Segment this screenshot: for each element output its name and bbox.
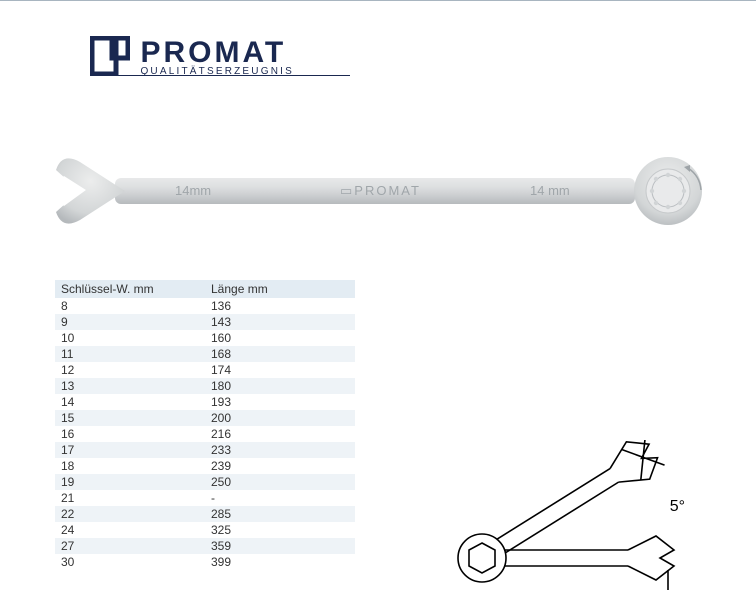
wrench-size-left: 14mm: [175, 183, 211, 198]
cell-length: 233: [205, 442, 355, 458]
table-row: 16216: [55, 426, 355, 442]
table-row: 24325: [55, 522, 355, 538]
cell-key: 12: [55, 362, 205, 378]
table-row: 27359: [55, 538, 355, 554]
cell-length: 136: [205, 298, 355, 314]
cell-length: 160: [205, 330, 355, 346]
brand-name: PROMAT: [140, 40, 294, 66]
top-border: [0, 0, 756, 1]
cell-length: 216: [205, 426, 355, 442]
cell-length: 143: [205, 314, 355, 330]
cell-key: 14: [55, 394, 205, 410]
table-row: 17233: [55, 442, 355, 458]
cell-key: 8: [55, 298, 205, 314]
cell-length: 399: [205, 554, 355, 570]
spec-table: Schlüssel-W. mm Länge mm 813691431016011…: [55, 280, 355, 570]
cell-key: 9: [55, 314, 205, 330]
angle-label: 5°: [670, 498, 685, 516]
cell-key: 11: [55, 346, 205, 362]
table-row: 30399: [55, 554, 355, 570]
wrench-size-right: 14 mm: [530, 183, 570, 198]
cell-key: 21: [55, 490, 205, 506]
cell-key: 15: [55, 410, 205, 426]
cell-length: -: [205, 490, 355, 506]
cell-length: 250: [205, 474, 355, 490]
cell-length: 239: [205, 458, 355, 474]
cell-key: 10: [55, 330, 205, 346]
wrench-brand-label: ▭PROMAT: [340, 183, 421, 198]
cell-length: 325: [205, 522, 355, 538]
table-row: 18239: [55, 458, 355, 474]
cell-key: 30: [55, 554, 205, 570]
table-row: 14193: [55, 394, 355, 410]
col-header-length: Länge mm: [205, 280, 355, 298]
table-row: 21-: [55, 490, 355, 506]
cell-key: 19: [55, 474, 205, 490]
cell-length: 359: [205, 538, 355, 554]
logo-underline: [90, 75, 350, 76]
table-row: 8136: [55, 298, 355, 314]
table-row: 11168: [55, 346, 355, 362]
cell-length: 200: [205, 410, 355, 426]
cell-key: 22: [55, 506, 205, 522]
table-header-row: Schlüssel-W. mm Länge mm: [55, 280, 355, 298]
cell-key: 16: [55, 426, 205, 442]
cell-length: 180: [205, 378, 355, 394]
cell-key: 27: [55, 538, 205, 554]
table-row: 12174: [55, 362, 355, 378]
table-row: 10160: [55, 330, 355, 346]
cell-key: 18: [55, 458, 205, 474]
cell-key: 17: [55, 442, 205, 458]
product-image: 14mm ▭PROMAT 14 mm: [40, 150, 720, 230]
table-row: 19250: [55, 474, 355, 490]
cell-length: 168: [205, 346, 355, 362]
table-row: 22285: [55, 506, 355, 522]
table-row: 9143: [55, 314, 355, 330]
angle-diagram: 5°: [440, 440, 710, 600]
cell-length: 174: [205, 362, 355, 378]
cell-key: 24: [55, 522, 205, 538]
cell-length: 285: [205, 506, 355, 522]
table-row: 15200: [55, 410, 355, 426]
table-row: 13180: [55, 378, 355, 394]
col-header-key: Schlüssel-W. mm: [55, 280, 205, 298]
cell-length: 193: [205, 394, 355, 410]
cell-key: 13: [55, 378, 205, 394]
